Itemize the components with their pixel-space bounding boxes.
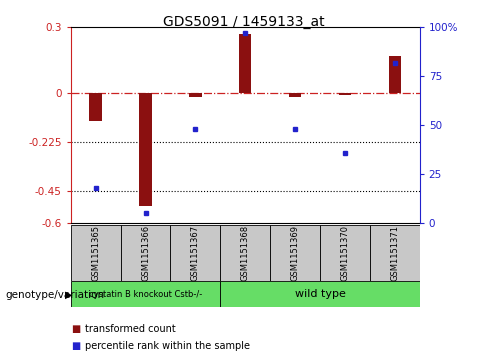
Text: wild type: wild type <box>295 289 346 299</box>
Text: genotype/variation: genotype/variation <box>5 290 104 300</box>
Text: GSM1151368: GSM1151368 <box>241 225 250 281</box>
Text: ■: ■ <box>71 340 80 351</box>
Bar <box>121 225 170 281</box>
Bar <box>370 225 420 281</box>
Bar <box>388 56 401 93</box>
Text: GSM1151370: GSM1151370 <box>341 225 349 281</box>
Bar <box>71 281 220 307</box>
Bar <box>339 93 351 95</box>
Text: GSM1151367: GSM1151367 <box>191 225 200 281</box>
Text: GSM1151366: GSM1151366 <box>141 225 150 281</box>
Bar <box>320 225 370 281</box>
Bar <box>170 225 220 281</box>
Bar <box>220 225 270 281</box>
Text: ▶: ▶ <box>65 290 72 300</box>
Bar <box>139 93 152 206</box>
Bar <box>220 281 420 307</box>
Text: GSM1151371: GSM1151371 <box>390 225 399 281</box>
Text: ■: ■ <box>71 323 80 334</box>
Bar <box>239 34 251 93</box>
Bar <box>189 93 202 97</box>
Bar <box>270 225 320 281</box>
Text: GSM1151369: GSM1151369 <box>290 225 300 281</box>
Bar <box>71 225 121 281</box>
Text: transformed count: transformed count <box>85 323 176 334</box>
Text: GSM1151365: GSM1151365 <box>91 225 100 281</box>
Bar <box>289 93 301 97</box>
Text: cystatin B knockout Cstb-/-: cystatin B knockout Cstb-/- <box>89 290 202 298</box>
Text: GDS5091 / 1459133_at: GDS5091 / 1459133_at <box>163 15 325 29</box>
Bar <box>89 93 102 121</box>
Text: percentile rank within the sample: percentile rank within the sample <box>85 340 250 351</box>
